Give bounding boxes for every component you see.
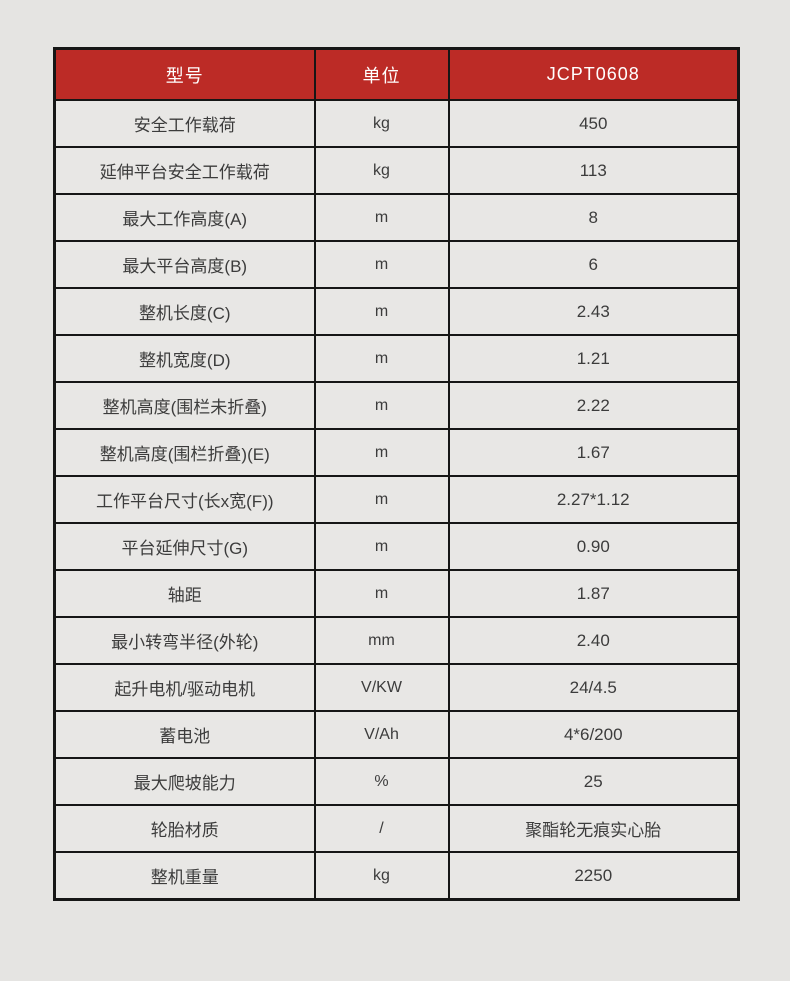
spec-label: 整机宽度(D) xyxy=(53,334,316,383)
table-row: 蓄电池 V/Ah 4*6/200 xyxy=(53,710,740,759)
spec-unit: m xyxy=(313,475,450,524)
spec-label: 轮胎材质 xyxy=(53,804,316,853)
spec-value: 2.43 xyxy=(447,287,740,336)
spec-label: 整机高度(围栏折叠)(E) xyxy=(53,428,316,477)
spec-unit: m xyxy=(313,522,450,571)
spec-value: 2250 xyxy=(447,851,740,901)
table-row: 最大工作高度(A) m 8 xyxy=(53,193,740,242)
spec-unit: kg xyxy=(313,146,450,195)
spec-label: 最大爬坡能力 xyxy=(53,757,316,806)
spec-value: 1.67 xyxy=(447,428,740,477)
spec-value: 2.40 xyxy=(447,616,740,665)
spec-label: 整机重量 xyxy=(53,851,316,901)
spec-unit: m xyxy=(313,240,450,289)
spec-label: 蓄电池 xyxy=(53,710,316,759)
spec-unit: kg xyxy=(313,851,450,901)
spec-value: 2.22 xyxy=(447,381,740,430)
table-row: 起升电机/驱动电机 V/KW 24/4.5 xyxy=(53,663,740,712)
table-row: 整机高度(围栏未折叠) m 2.22 xyxy=(53,381,740,430)
table-row: 工作平台尺寸(长x宽(F)) m 2.27*1.12 xyxy=(53,475,740,524)
spec-unit: m xyxy=(313,569,450,618)
spec-value: 聚酯轮无痕实心胎 xyxy=(447,804,740,853)
spec-label: 最大工作高度(A) xyxy=(53,193,316,242)
spec-value: 25 xyxy=(447,757,740,806)
spec-value: 450 xyxy=(447,99,740,148)
spec-value: 113 xyxy=(447,146,740,195)
spec-value: 1.87 xyxy=(447,569,740,618)
spec-value: 24/4.5 xyxy=(447,663,740,712)
spec-value: 1.21 xyxy=(447,334,740,383)
spec-unit: m xyxy=(313,381,450,430)
spec-value: 8 xyxy=(447,193,740,242)
header-unit-label: 单位 xyxy=(313,47,450,101)
header-model-value: JCPT0608 xyxy=(447,47,740,101)
spec-unit: m xyxy=(313,334,450,383)
table-row: 轮胎材质 / 聚酯轮无痕实心胎 xyxy=(53,804,740,853)
spec-value: 4*6/200 xyxy=(447,710,740,759)
header-model-label: 型号 xyxy=(53,47,316,101)
table-row: 最小转弯半径(外轮) mm 2.40 xyxy=(53,616,740,665)
table-header-row: 型号 单位 JCPT0608 xyxy=(53,47,740,101)
spec-unit: m xyxy=(313,287,450,336)
spec-label: 最小转弯半径(外轮) xyxy=(53,616,316,665)
table-body: 安全工作载荷 kg 450 延伸平台安全工作载荷 kg 113 最大工作高度(A… xyxy=(53,99,740,901)
spec-unit: mm xyxy=(313,616,450,665)
spec-unit: kg xyxy=(313,99,450,148)
table-row: 整机宽度(D) m 1.21 xyxy=(53,334,740,383)
table-row: 延伸平台安全工作载荷 kg 113 xyxy=(53,146,740,195)
spec-unit: m xyxy=(313,193,450,242)
spec-label: 整机高度(围栏未折叠) xyxy=(53,381,316,430)
spec-label: 起升电机/驱动电机 xyxy=(53,663,316,712)
table-row: 整机长度(C) m 2.43 xyxy=(53,287,740,336)
spec-label: 最大平台高度(B) xyxy=(53,240,316,289)
spec-label: 安全工作载荷 xyxy=(53,99,316,148)
table-row: 平台延伸尺寸(G) m 0.90 xyxy=(53,522,740,571)
spec-label: 整机长度(C) xyxy=(53,287,316,336)
table-row: 安全工作载荷 kg 450 xyxy=(53,99,740,148)
spec-unit: V/KW xyxy=(313,663,450,712)
spec-unit: m xyxy=(313,428,450,477)
spec-unit: / xyxy=(313,804,450,853)
spec-unit: V/Ah xyxy=(313,710,450,759)
spec-label: 工作平台尺寸(长x宽(F)) xyxy=(53,475,316,524)
spec-label: 轴距 xyxy=(53,569,316,618)
spec-value: 2.27*1.12 xyxy=(447,475,740,524)
table-row: 轴距 m 1.87 xyxy=(53,569,740,618)
spec-table: 型号 单位 JCPT0608 安全工作载荷 kg 450 延伸平台安全工作载荷 … xyxy=(53,47,740,901)
table-row: 最大平台高度(B) m 6 xyxy=(53,240,740,289)
spec-value: 6 xyxy=(447,240,740,289)
spec-value: 0.90 xyxy=(447,522,740,571)
spec-label: 平台延伸尺寸(G) xyxy=(53,522,316,571)
table-row: 最大爬坡能力 % 25 xyxy=(53,757,740,806)
table-row: 整机重量 kg 2250 xyxy=(53,851,740,901)
table-row: 整机高度(围栏折叠)(E) m 1.67 xyxy=(53,428,740,477)
spec-unit: % xyxy=(313,757,450,806)
spec-label: 延伸平台安全工作载荷 xyxy=(53,146,316,195)
